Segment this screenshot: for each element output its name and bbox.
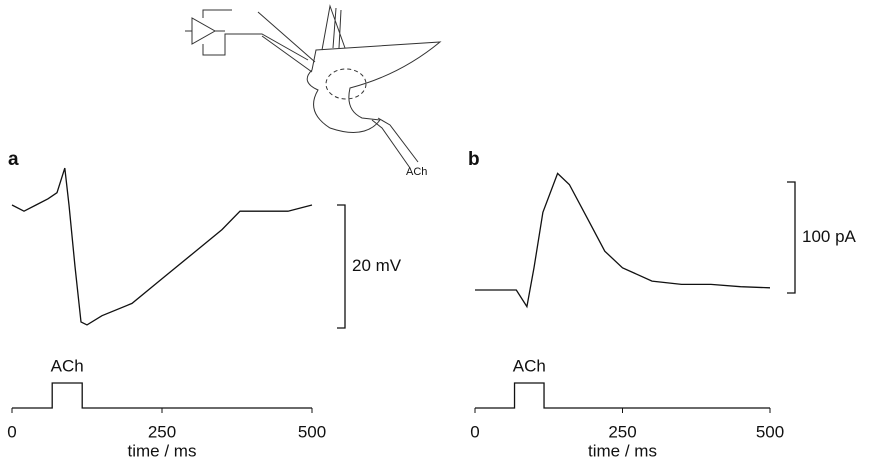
pipette-label: ACh bbox=[406, 166, 427, 178]
scale-bar-label: 20 mV bbox=[352, 256, 402, 275]
x-axis-label: time / ms bbox=[588, 441, 657, 460]
x-tick-label: 0 bbox=[470, 422, 479, 441]
trace bbox=[11, 167, 313, 326]
panel-label: b bbox=[468, 149, 480, 170]
panel-label: a bbox=[8, 149, 19, 170]
stimulus-label: ACh bbox=[51, 356, 84, 375]
x-tick-label: 0 bbox=[7, 422, 16, 441]
stimulus bbox=[475, 382, 770, 409]
stimulus-label: ACh bbox=[513, 356, 546, 375]
stimulus bbox=[12, 382, 312, 409]
scale-bar bbox=[337, 204, 346, 329]
x-tick-label: 500 bbox=[298, 422, 326, 441]
x-tick-label: 500 bbox=[756, 422, 784, 441]
cell-diagram: ACh bbox=[185, 4, 442, 178]
x-tick-label: 250 bbox=[148, 422, 176, 441]
x-axis-label: time / ms bbox=[128, 441, 197, 460]
scale-bar bbox=[787, 181, 796, 294]
scale-bar-label: 100 pA bbox=[802, 227, 857, 246]
trace bbox=[475, 172, 771, 309]
x-tick-label: 250 bbox=[608, 422, 636, 441]
